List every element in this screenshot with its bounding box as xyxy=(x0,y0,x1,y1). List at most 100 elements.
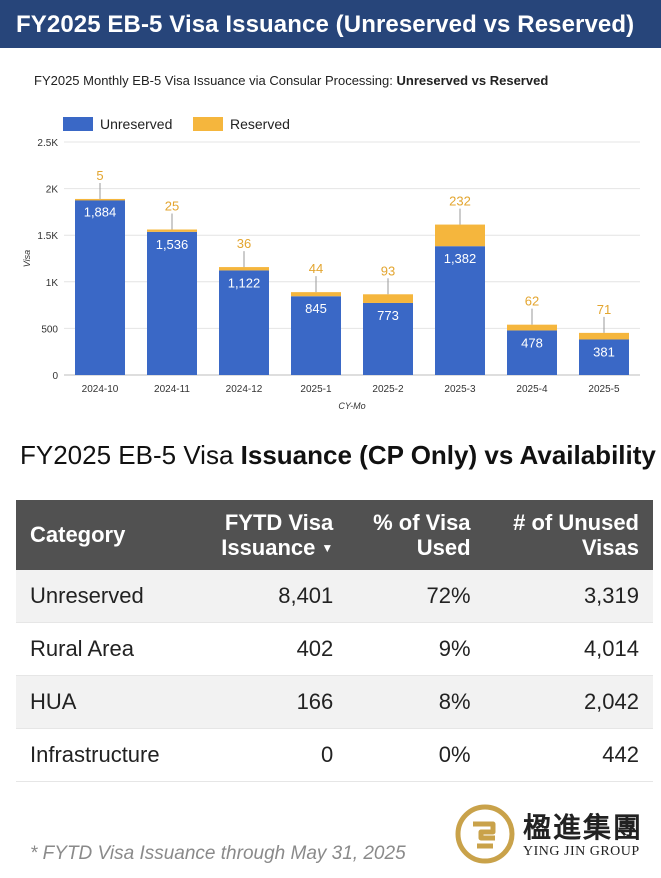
cell-category: Rural Area xyxy=(16,622,194,676)
data-label-unreserved: 478 xyxy=(521,335,543,350)
x-tick-label: 2024-10 xyxy=(82,384,119,395)
header-bar: FY2025 EB-5 Visa Issuance (Unreserved vs… xyxy=(0,0,661,48)
x-tick-label: 2025-4 xyxy=(516,384,548,395)
chart-title-prefix: FY2025 Monthly EB-5 Visa Issuance via Co… xyxy=(34,73,397,88)
column-header-pct-used[interactable]: % of Visa Used xyxy=(347,500,485,570)
x-tick-label: 2025-2 xyxy=(372,384,404,395)
bar-reserved xyxy=(579,332,629,340)
y-axis-label: Visa xyxy=(22,250,32,267)
legend-label-unreserved: Unreserved xyxy=(100,116,172,132)
logo-english-name: YING JIN GROUP xyxy=(523,844,640,859)
chart-title: FY2025 Monthly EB-5 Visa Issuance via Co… xyxy=(34,73,548,88)
bar-unreserved xyxy=(147,231,197,375)
x-tick-label: 2024-11 xyxy=(154,384,190,395)
column-header-unused-visas[interactable]: # of Unused Visas xyxy=(484,500,653,570)
y-tick-label: 0 xyxy=(52,371,58,382)
data-label-unreserved: 1,122 xyxy=(228,275,261,290)
availability-table: Category FYTD Visa Issuance ▼ % of Visa Use… xyxy=(16,500,653,782)
bar-unreserved xyxy=(363,302,413,375)
data-label-unreserved: 773 xyxy=(377,308,399,323)
page-title: FY2025 EB-5 Visa Issuance (Unreserved vs… xyxy=(16,11,635,38)
bar-reserved xyxy=(435,224,485,247)
cell-unused-visas: 4,014 xyxy=(484,622,653,676)
bar-unreserved xyxy=(579,339,629,375)
x-tick-label: 2025-1 xyxy=(300,384,332,395)
cell-fytd-issuance: 402 xyxy=(194,622,348,676)
chart-title-bold: Unreserved vs Reserved xyxy=(396,73,549,88)
table-heading-prefix: FY2025 EB-5 Visa xyxy=(20,440,241,470)
table-heading: FY2025 EB-5 Visa Issuance (CP Only) vs A… xyxy=(20,440,656,471)
cell-unused-visas: 2,042 xyxy=(484,675,653,729)
bar-unreserved xyxy=(291,296,341,375)
column-header-unused-line-2: Visas xyxy=(581,535,639,560)
y-tick-label: 1K xyxy=(46,278,59,289)
y-tick-label: 2.5K xyxy=(37,138,58,149)
table-heading-bold: Issuance (CP Only) vs Availability xyxy=(240,440,656,470)
cell-pct-used: 72% xyxy=(347,570,485,623)
bar-unreserved xyxy=(75,199,125,375)
data-label-unreserved: 1,536 xyxy=(156,237,189,252)
stacked-bar-chart: 0 500 1K 1.5K 2K 2.5K Visa Unreserved Reserved 1,… xyxy=(22,116,640,411)
data-label-reserved: 62 xyxy=(525,294,539,309)
bar-reserved xyxy=(219,267,269,271)
bar-unreserved xyxy=(219,270,269,375)
data-label-reserved: 232 xyxy=(449,194,471,209)
bar-reserved xyxy=(147,229,197,232)
cell-category: Unreserved xyxy=(16,570,194,623)
bar-reserved xyxy=(75,198,125,201)
table-row: Infrastructure 0 0% 442 xyxy=(16,728,653,782)
cell-unused-visas: 442 xyxy=(484,728,653,782)
legend-swatch-reserved xyxy=(193,117,223,131)
logo-chinese-name: 楹進集團 xyxy=(523,811,644,844)
data-label-reserved: 36 xyxy=(237,236,251,251)
y-tick-label: 500 xyxy=(41,324,58,335)
bar-unreserved xyxy=(435,246,485,375)
data-label-unreserved: 1,884 xyxy=(84,204,117,219)
data-label-unreserved: 381 xyxy=(593,344,615,359)
cell-fytd-issuance: 8,401 xyxy=(194,570,348,623)
data-label-reserved: 25 xyxy=(165,199,179,214)
data-label-reserved: 93 xyxy=(381,263,395,278)
data-label-reserved: 71 xyxy=(597,302,611,317)
logo-mark-icon xyxy=(455,804,515,864)
bar-unreserved xyxy=(507,330,557,375)
cell-fytd-issuance: 0 xyxy=(194,728,348,782)
column-header-fytd-line-1: FYTD Visa xyxy=(224,509,334,535)
column-header-unused-line-1: # of Unused xyxy=(513,509,639,535)
y-tick-label: 1.5K xyxy=(37,231,58,242)
cell-pct-used: 8% xyxy=(347,675,485,729)
y-tick-label: 2K xyxy=(46,185,59,196)
data-label-reserved: 44 xyxy=(309,261,323,276)
cell-pct-used: 0% xyxy=(347,728,485,782)
cell-category: Infrastructure xyxy=(16,728,194,782)
table-row: Rural Area 402 9% 4,014 xyxy=(16,622,653,676)
column-header-category-line-1: Category xyxy=(30,522,126,548)
cell-fytd-issuance: 166 xyxy=(194,675,348,729)
column-header-pct-line-1: % of Visa xyxy=(373,509,471,535)
company-logo: 楹進集團 YING JIN GROUP xyxy=(455,800,655,870)
x-tick-label: 2025-3 xyxy=(444,384,476,395)
bar-reserved xyxy=(363,294,413,303)
data-label-reserved: 5 xyxy=(96,168,103,183)
x-tick-label: 2024-12 xyxy=(226,384,263,395)
column-header-pct-line-2: Used xyxy=(416,535,471,560)
legend-swatch-unreserved xyxy=(63,117,93,131)
column-header-category[interactable]: Category xyxy=(16,500,194,570)
column-header-fytd-line-2: Issuance xyxy=(221,535,316,560)
table-header-row: Category FYTD Visa Issuance ▼ % of Visa Use… xyxy=(16,500,653,570)
x-tick-label: 2025-5 xyxy=(588,384,620,395)
sort-desc-icon[interactable]: ▼ xyxy=(321,541,334,556)
table-row: HUA 166 8% 2,042 xyxy=(16,675,653,729)
bar-reserved xyxy=(507,324,557,331)
bar-reserved xyxy=(291,292,341,297)
x-axis-label: CY-Mo xyxy=(338,401,365,411)
data-label-unreserved: 1,382 xyxy=(444,251,477,266)
column-header-fytd-issuance[interactable]: FYTD Visa Issuance ▼ xyxy=(194,500,348,570)
cell-category: HUA xyxy=(16,675,194,729)
table-row: Unreserved 8,401 72% 3,319 xyxy=(16,570,653,623)
cell-pct-used: 9% xyxy=(347,622,485,676)
legend-label-reserved: Reserved xyxy=(230,116,290,132)
data-label-unreserved: 845 xyxy=(305,301,327,316)
footnote: * FYTD Visa Issuance through May 31, 202… xyxy=(30,843,406,864)
cell-unused-visas: 3,319 xyxy=(484,570,653,623)
